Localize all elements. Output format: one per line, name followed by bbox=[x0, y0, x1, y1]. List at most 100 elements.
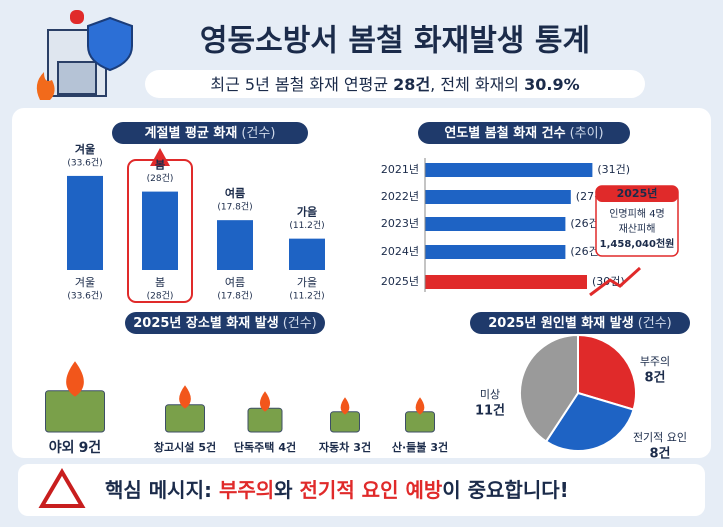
icon-mark bbox=[45, 390, 105, 433]
subtitle-box bbox=[145, 70, 645, 98]
category-label: 산·들불 bbox=[392, 440, 427, 454]
fire-station-icon bbox=[36, 10, 133, 100]
warning-icon bbox=[150, 148, 170, 166]
message-part: 부주의 bbox=[219, 478, 274, 502]
category-label: 봄 bbox=[155, 158, 165, 172]
panel-title: 2025년 원인별 화재 발생 (건수) bbox=[488, 315, 672, 331]
icon-mark bbox=[330, 411, 360, 433]
annotation-text: 인명피해 4명 bbox=[609, 207, 665, 220]
icon-mark bbox=[247, 407, 283, 433]
category-label: 가을 bbox=[297, 205, 317, 219]
panel-title-text: 2025년 원인별 화재 발생 bbox=[488, 315, 633, 331]
value-label: (26건) bbox=[570, 245, 603, 258]
icon-mark bbox=[405, 411, 435, 433]
footer-box bbox=[18, 464, 705, 516]
bar bbox=[67, 175, 103, 270]
slice-label: 미상 bbox=[480, 388, 500, 401]
panel-title-unit: (건수) bbox=[638, 316, 672, 331]
bar bbox=[142, 191, 178, 270]
value-label: (26건) bbox=[570, 217, 603, 230]
x-tick-label: 여름 bbox=[225, 276, 245, 289]
x-tick-label: 가을 bbox=[297, 276, 317, 289]
pie-slice bbox=[519, 333, 579, 443]
panel-header bbox=[418, 122, 630, 144]
value-label: (28건) bbox=[147, 291, 174, 302]
y-tick-label: 2025년 bbox=[381, 275, 419, 288]
footer-warning-icon bbox=[38, 468, 86, 508]
annotation-text: 1,458,040천원 bbox=[600, 237, 675, 250]
message-part: 와 bbox=[274, 478, 299, 502]
category-label: 단독주택 bbox=[234, 440, 274, 454]
panel-title-unit: (건수) bbox=[241, 126, 275, 141]
panel-title: 연도별 봄철 화재 건수 (추이) bbox=[444, 125, 603, 141]
panel-title-text: 연도별 봄철 화재 건수 bbox=[444, 125, 565, 141]
y-tick-label: 2022년 bbox=[381, 190, 419, 203]
category-label: 겨울 bbox=[75, 142, 95, 156]
value-label: (17.8건) bbox=[217, 202, 252, 213]
slice-value: 8건 bbox=[649, 446, 670, 462]
subtitle-part: 28건 bbox=[393, 75, 430, 94]
icon-label: 자동차 3건 bbox=[319, 440, 371, 454]
bar bbox=[289, 238, 325, 270]
flame bbox=[415, 397, 425, 415]
slice-value: 8건 bbox=[644, 370, 665, 386]
value-label: 9건 bbox=[79, 439, 102, 456]
panel-title: 계절별 평균 화재 (건수) bbox=[145, 125, 276, 141]
x-tick-label: 겨울 bbox=[75, 276, 95, 289]
bar bbox=[425, 190, 571, 204]
value-label: (11.2건) bbox=[289, 220, 324, 231]
category-label: 야외 bbox=[49, 439, 75, 456]
panel-title-unit: (건수) bbox=[283, 316, 317, 331]
icon-label: 단독주택 4건 bbox=[234, 440, 296, 454]
value-label: 5건 bbox=[198, 440, 216, 454]
slice-value: 11건 bbox=[475, 403, 505, 419]
value-label: 3건 bbox=[353, 440, 371, 454]
y-tick-label: 2023년 bbox=[381, 217, 419, 230]
annotation-head bbox=[596, 186, 678, 202]
annotation-text: 재산피해 bbox=[619, 222, 656, 235]
bar bbox=[425, 217, 566, 231]
annotation-title: 2025년 bbox=[617, 186, 658, 200]
subtitle-part: , 전체 화재의 bbox=[430, 75, 524, 94]
icon-label: 산·들불 3건 bbox=[392, 440, 448, 454]
bar bbox=[217, 220, 253, 270]
slice-label: 부주의 bbox=[640, 355, 670, 368]
slice-label: 전기적 요인 bbox=[633, 431, 687, 444]
value-label: (11.2건) bbox=[289, 291, 324, 302]
icon-mark bbox=[165, 404, 205, 433]
category-label: 자동차 bbox=[319, 440, 350, 454]
value-label: (33.6건) bbox=[67, 157, 102, 168]
panel-header bbox=[125, 312, 325, 334]
bar bbox=[425, 245, 566, 259]
panel-title-unit: (추이) bbox=[570, 126, 604, 141]
flame bbox=[259, 391, 271, 412]
flame bbox=[340, 397, 350, 415]
y-tick-label: 2024년 bbox=[381, 245, 419, 258]
message-part: 핵심 메시지: bbox=[105, 478, 219, 502]
trend-arrow bbox=[589, 266, 642, 297]
subtitle: 최근 5년 봄철 화재 연평균 28건, 전체 화재의 30.9% bbox=[210, 75, 579, 94]
icon-label: 야외 9건 bbox=[49, 439, 101, 456]
flame bbox=[66, 361, 84, 397]
value-label: (17.8건) bbox=[217, 291, 252, 302]
panel-title-text: 계절별 평균 화재 bbox=[145, 125, 238, 141]
footer-message: 핵심 메시지: 부주의와 전기적 요인 예방이 중요합니다! bbox=[105, 478, 569, 502]
y-tick-label: 2021년 bbox=[381, 163, 419, 176]
panel-title: 2025년 장소별 화재 발생 (건수) bbox=[133, 315, 317, 331]
title: 영동소방서 봄철 화재발생 통계 bbox=[200, 24, 590, 59]
subtitle-part: 최근 5년 봄철 화재 연평균 bbox=[210, 75, 393, 94]
x-tick-label: 봄 bbox=[155, 276, 165, 289]
flame bbox=[179, 385, 191, 409]
panel-header bbox=[112, 122, 308, 144]
bar bbox=[425, 163, 593, 177]
value-label: (33.6건) bbox=[67, 291, 102, 302]
value-label: 4건 bbox=[278, 440, 296, 454]
pie-slice bbox=[577, 333, 637, 411]
icon-label: 창고시설 5건 bbox=[154, 440, 216, 454]
message-part: 이 중요합니다! bbox=[442, 478, 568, 502]
category-label: 창고시설 bbox=[154, 440, 194, 454]
panel-title-text: 2025년 장소별 화재 발생 bbox=[133, 315, 278, 331]
subtitle-part: 30.9% bbox=[524, 75, 580, 94]
